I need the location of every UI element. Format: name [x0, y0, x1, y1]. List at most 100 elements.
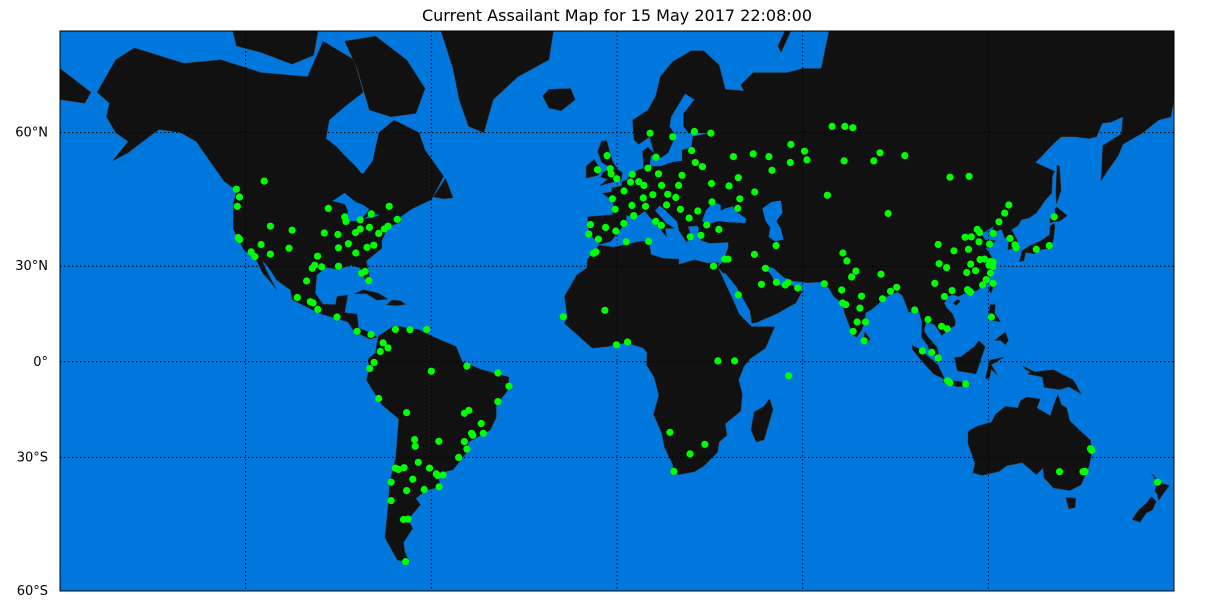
- assailant-point: [233, 202, 241, 210]
- assailant-point: [427, 367, 435, 375]
- assailant-point: [690, 127, 699, 135]
- assailant-point: [841, 122, 849, 130]
- land-borneo: [953, 340, 986, 375]
- assailant-point: [601, 306, 609, 314]
- assailant-point: [736, 195, 744, 203]
- assailant-point: [400, 464, 408, 472]
- assailant-point: [593, 166, 602, 174]
- map-frame: [59, 30, 1175, 592]
- assailant-point: [602, 223, 610, 231]
- land-greenland: [440, 31, 554, 133]
- assailant-point: [685, 214, 693, 222]
- assailant-point: [387, 497, 395, 505]
- land-sakhalin: [1055, 164, 1062, 205]
- assailant-point: [943, 264, 951, 272]
- assailant-point: [505, 382, 513, 390]
- assailant-point: [989, 279, 997, 287]
- assailant-point: [257, 240, 265, 249]
- assailant-point: [950, 247, 958, 255]
- assailant-point: [285, 244, 293, 252]
- assailant-points: [232, 122, 1162, 566]
- assailant-point: [622, 238, 630, 246]
- assailant-point: [463, 445, 471, 453]
- assailant-point: [676, 205, 685, 213]
- assailant-point: [989, 229, 997, 237]
- latitude-label: 0°: [33, 355, 48, 370]
- land-sulawesi: [984, 356, 1004, 379]
- latitude-label: 60°S: [17, 584, 48, 599]
- assailant-point: [800, 147, 809, 155]
- assailant-point: [781, 281, 789, 289]
- assailant-point: [630, 212, 638, 220]
- assailant-point: [657, 221, 665, 229]
- assailant-point: [379, 339, 387, 347]
- assailant-point: [644, 164, 652, 172]
- assailant-point: [652, 217, 660, 225]
- assailant-point: [1154, 478, 1162, 486]
- assailant-point: [313, 252, 322, 260]
- assailant-point: [477, 419, 485, 428]
- assailant-point: [757, 280, 766, 288]
- assailant-point: [353, 327, 361, 335]
- assailant-point: [849, 124, 857, 132]
- land-cuba: [353, 289, 389, 301]
- assailant-point: [751, 188, 759, 196]
- assailant-point: [669, 133, 677, 141]
- assailant-point: [611, 205, 619, 213]
- land-newfoundland: [432, 177, 454, 200]
- assailant-point: [962, 380, 970, 388]
- assailant-point: [351, 229, 360, 237]
- assailant-point: [384, 344, 392, 352]
- assailant-point: [494, 369, 502, 377]
- assailant-point: [935, 260, 943, 268]
- assailant-point: [691, 158, 699, 167]
- black-sea: [702, 201, 746, 225]
- assailant-point: [725, 182, 733, 190]
- assailant-point: [627, 178, 635, 186]
- assailant-point: [646, 129, 654, 137]
- assailant-point: [697, 231, 705, 239]
- assailant-point: [678, 171, 686, 179]
- assailant-point: [860, 337, 868, 345]
- assailant-point: [308, 264, 316, 272]
- assailant-point: [1006, 234, 1014, 242]
- assailant-point: [402, 558, 410, 566]
- assailant-point: [645, 237, 653, 245]
- assailant-point: [982, 276, 990, 284]
- assailant-point: [586, 221, 595, 229]
- assailant-point: [884, 209, 892, 218]
- assailant-point: [934, 354, 942, 362]
- assailant-point: [838, 286, 846, 294]
- assailant-point: [928, 348, 936, 356]
- baltic-sea: [649, 93, 710, 167]
- assailant-point: [612, 227, 620, 235]
- assailant-point: [852, 267, 860, 275]
- assailant-point: [828, 122, 836, 130]
- assailant-point: [260, 177, 268, 185]
- assailant-point: [232, 185, 240, 193]
- land-mindanao: [993, 331, 1009, 346]
- assailant-point: [842, 301, 850, 309]
- assailant-point: [425, 464, 434, 472]
- assailant-point: [603, 152, 611, 160]
- assailant-point: [878, 295, 887, 303]
- assailant-point: [794, 284, 802, 292]
- assailant-point: [399, 515, 408, 524]
- assailant-point: [612, 341, 621, 349]
- assailant-point: [235, 193, 244, 201]
- assailant-point: [787, 140, 795, 148]
- assailant-point: [734, 291, 742, 299]
- assailant-point: [675, 181, 683, 189]
- assailant-point: [439, 471, 447, 479]
- assailant-point: [293, 293, 301, 302]
- caspian-sea: [762, 200, 784, 242]
- land-hispaniola: [385, 299, 407, 306]
- assailant-point: [435, 437, 443, 445]
- assailant-point: [750, 250, 759, 258]
- assailant-point: [320, 229, 328, 237]
- assailant-point: [934, 240, 942, 249]
- assailant-point: [857, 292, 866, 300]
- assailant-point: [303, 277, 311, 285]
- assailant-point: [460, 409, 468, 417]
- assailant-point: [365, 277, 373, 285]
